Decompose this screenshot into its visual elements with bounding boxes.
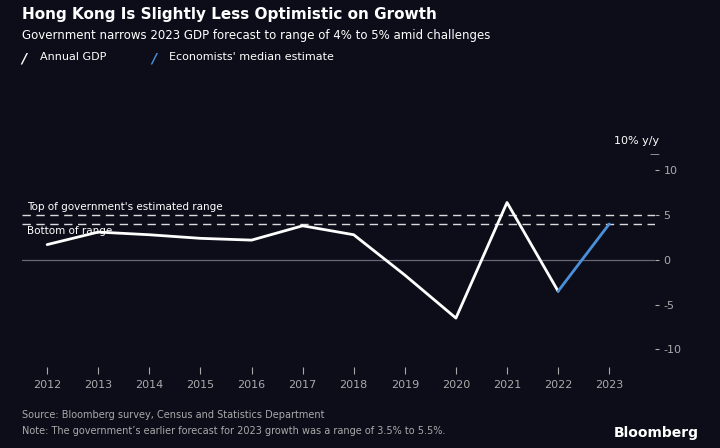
Text: /: / [151,52,156,65]
Text: Government narrows 2023 GDP forecast to range of 4% to 5% amid challenges: Government narrows 2023 GDP forecast to … [22,29,490,42]
Text: Note: The government’s earlier forecast for 2023 growth was a range of 3.5% to 5: Note: The government’s earlier forecast … [22,426,445,436]
Text: Economists' median estimate: Economists' median estimate [169,52,334,61]
Text: Annual GDP: Annual GDP [40,52,106,61]
Text: Source: Bloomberg survey, Census and Statistics Department: Source: Bloomberg survey, Census and Sta… [22,410,324,420]
Text: /: / [22,52,27,65]
Text: Bottom of range: Bottom of range [27,226,112,236]
Text: 10% y/y: 10% y/y [613,136,659,146]
Text: Top of government's estimated range: Top of government's estimated range [27,202,222,212]
Text: Bloomberg: Bloomberg [613,426,698,440]
Text: —: — [649,149,659,159]
Text: Hong Kong Is Slightly Less Optimistic on Growth: Hong Kong Is Slightly Less Optimistic on… [22,7,436,22]
